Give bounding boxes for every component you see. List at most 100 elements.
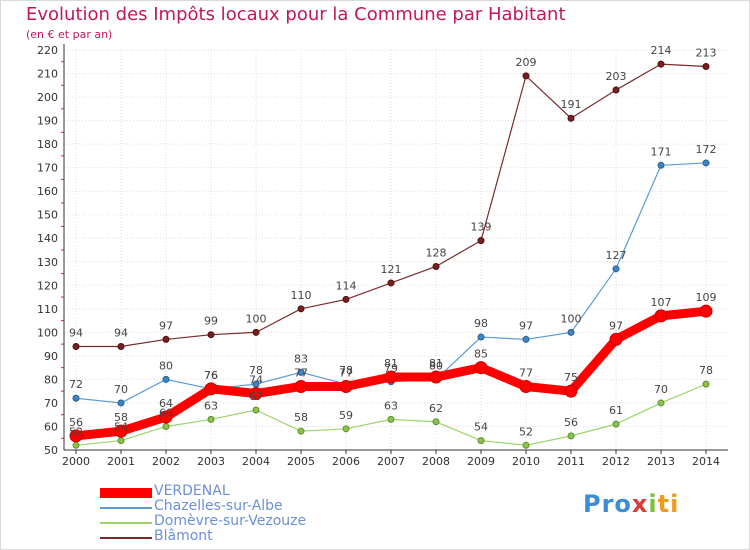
- point-blamont-2011: [567, 114, 575, 122]
- x-tick-label-2012: 2012: [602, 455, 630, 468]
- point-verdenal-2000: [69, 429, 83, 443]
- data-label-domevre-sur-vezouze-2003: 63: [204, 399, 218, 412]
- data-label-verdenal-2001: 58: [114, 411, 128, 424]
- logo-part-1: Pro: [583, 490, 632, 518]
- y-tick-label-100: 100: [37, 326, 58, 339]
- data-label-chazelles-sur-albe-2002: 80: [159, 359, 173, 372]
- y-tick-label-160: 160: [37, 185, 58, 198]
- data-label-domevre-sur-vezouze-2007: 63: [384, 399, 398, 412]
- point-chazelles-sur-albe-2013: [657, 161, 665, 169]
- data-label-verdenal-2014: 109: [696, 291, 717, 304]
- data-label-chazelles-sur-albe-2006: 78: [339, 364, 353, 377]
- x-tick-label-2007: 2007: [377, 455, 405, 468]
- data-label-chazelles-sur-albe-2000: 72: [69, 378, 83, 391]
- data-label-chazelles-sur-albe-2012: 127: [606, 249, 627, 262]
- x-tick-label-2003: 2003: [197, 455, 225, 468]
- x-tick-labels: 2000 2001 2002 2003 2004 2005 2006 2007 2008 2009…: [62, 455, 720, 468]
- data-label-blamont-2010: 209: [516, 56, 537, 69]
- data-label-domevre-sur-vezouze-2014: 78: [699, 364, 713, 377]
- point-verdenal-2004: [249, 387, 263, 401]
- x-tick-label-2004: 2004: [242, 455, 270, 468]
- data-label-domevre-sur-vezouze-2008: 62: [429, 402, 443, 415]
- point-verdenal-2001: [114, 424, 128, 438]
- grid-lines: [64, 49, 728, 451]
- y-tick-label-120: 120: [37, 279, 58, 292]
- data-label-domevre-sur-vezouze-2013: 70: [654, 383, 668, 396]
- point-domevre-sur-vezouze-2012: [612, 420, 620, 428]
- point-domevre-sur-vezouze-2000: [72, 441, 80, 449]
- data-label-blamont-2012: 203: [606, 70, 627, 83]
- data-label-chazelles-sur-albe-2013: 171: [651, 145, 672, 158]
- y-tick-label-210: 210: [37, 68, 58, 81]
- data-label-blamont-2008: 128: [426, 246, 447, 259]
- point-chazelles-sur-albe-2011: [567, 328, 575, 336]
- data-label-verdenal-2007: 81: [384, 357, 398, 370]
- point-domevre-sur-vezouze-2008: [432, 418, 440, 426]
- legend-label-domevre: Domèvre-sur-Vezouze: [154, 513, 307, 529]
- data-label-blamont-2014: 213: [696, 46, 717, 59]
- point-verdenal-2012: [609, 332, 623, 346]
- data-label-chazelles-sur-albe-2014: 172: [696, 143, 717, 156]
- legend-swatch-domevre: [100, 522, 152, 524]
- point-blamont-2006: [342, 295, 350, 303]
- legend-swatch-chazelles: [100, 507, 152, 509]
- data-label-chazelles-sur-albe-2011: 100: [561, 312, 582, 325]
- x-tick-label-2002: 2002: [152, 455, 180, 468]
- data-label-verdenal-2013: 107: [651, 296, 672, 309]
- point-verdenal-2011: [564, 384, 578, 398]
- data-label-domevre-sur-vezouze-2005: 58: [294, 411, 308, 424]
- point-chazelles-sur-albe-2010: [522, 335, 530, 343]
- y-tick-label-50: 50: [44, 444, 58, 457]
- proxiti-logo: Proxiti: [583, 490, 679, 518]
- y-tick-label-80: 80: [44, 373, 58, 386]
- point-domevre-sur-vezouze-2003: [207, 415, 215, 423]
- point-chazelles-sur-albe-2009: [477, 333, 485, 341]
- point-blamont-2003: [207, 331, 215, 339]
- data-label-domevre-sur-vezouze-2009: 54: [474, 421, 488, 434]
- axes: [61, 44, 728, 454]
- data-label-blamont-2006: 114: [336, 279, 357, 292]
- data-label-verdenal-2002: 64: [159, 397, 173, 410]
- legend-label-chazelles: Chazelles-sur-Albe: [154, 498, 283, 514]
- point-blamont-2009: [477, 237, 485, 245]
- point-blamont-2012: [612, 86, 620, 94]
- point-blamont-2008: [432, 262, 440, 270]
- y-tick-label-190: 190: [37, 115, 58, 128]
- point-domevre-sur-vezouze-2011: [567, 432, 575, 440]
- data-label-blamont-2011: 191: [561, 98, 582, 111]
- legend-swatch-verdenal: [100, 488, 152, 498]
- data-label-verdenal-2012: 97: [609, 319, 623, 332]
- data-label-domevre-sur-vezouze-2006: 59: [339, 409, 353, 422]
- data-label-domevre-sur-vezouze-2012: 61: [609, 404, 623, 417]
- data-label-blamont-2005: 110: [291, 289, 312, 302]
- point-verdenal-2002: [159, 410, 173, 424]
- point-domevre-sur-vezouze-2014: [702, 380, 710, 388]
- x-tick-label-2005: 2005: [287, 455, 315, 468]
- point-domevre-sur-vezouze-2010: [522, 441, 530, 449]
- x-tick-label-2011: 2011: [557, 455, 585, 468]
- point-domevre-sur-vezouze-2013: [657, 399, 665, 407]
- y-tick-label-60: 60: [44, 420, 58, 433]
- point-blamont-2004: [252, 328, 260, 336]
- data-label-chazelles-sur-albe-2010: 97: [519, 319, 533, 332]
- series-lines: [69, 60, 713, 449]
- point-domevre-sur-vezouze-2002: [162, 422, 170, 430]
- point-blamont-2001: [117, 342, 125, 350]
- data-label-verdenal-2009: 85: [474, 348, 488, 361]
- data-label-chazelles-sur-albe-2001: 70: [114, 383, 128, 396]
- point-chazelles-sur-albe-2000: [72, 394, 80, 402]
- point-verdenal-2009: [474, 361, 488, 375]
- point-verdenal-2007: [384, 370, 398, 384]
- data-label-chazelles-sur-albe-2009: 98: [474, 317, 488, 330]
- y-tick-label-170: 170: [37, 162, 58, 175]
- x-tick-label-2009: 2009: [467, 455, 495, 468]
- chart-subtitle: (en € et par an): [26, 28, 113, 41]
- data-label-blamont-2001: 94: [114, 326, 128, 339]
- point-blamont-2002: [162, 335, 170, 343]
- data-label-verdenal-2000: 56: [69, 416, 83, 429]
- y-tick-label-180: 180: [37, 138, 58, 151]
- data-label-domevre-sur-vezouze-2002: 60: [159, 406, 173, 419]
- data-label-verdenal-2006: 77: [339, 366, 353, 379]
- point-blamont-2005: [297, 305, 305, 313]
